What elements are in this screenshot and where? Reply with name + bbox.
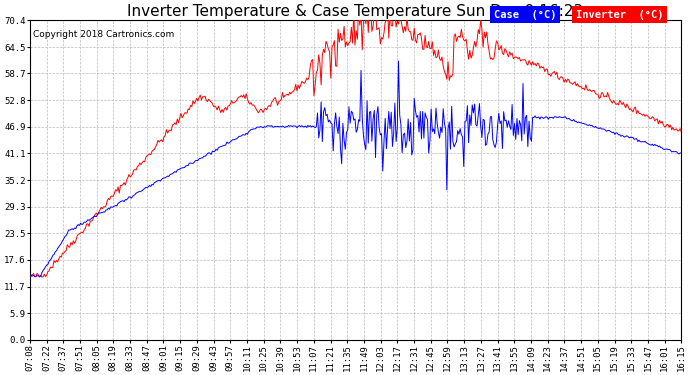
Title: Inverter Temperature & Case Temperature Sun Dec 9 16:23: Inverter Temperature & Case Temperature …	[128, 4, 584, 19]
Text: Inverter  (°C): Inverter (°C)	[575, 10, 663, 20]
Text: Case  (°C): Case (°C)	[494, 10, 556, 20]
Text: Copyright 2018 Cartronics.com: Copyright 2018 Cartronics.com	[33, 30, 175, 39]
